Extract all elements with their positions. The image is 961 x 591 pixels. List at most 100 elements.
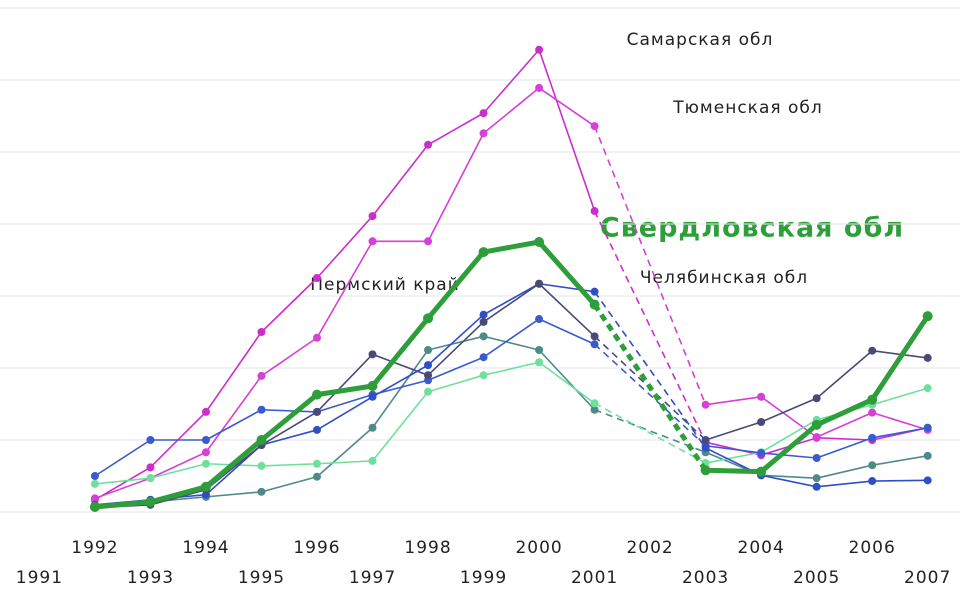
point: [313, 459, 322, 468]
point: [201, 448, 210, 457]
point: [923, 423, 932, 432]
line: [94, 282, 595, 506]
point: [89, 501, 100, 512]
point: [479, 317, 488, 326]
point: [201, 407, 210, 416]
point: [201, 459, 210, 468]
point: [479, 371, 488, 380]
point: [812, 394, 821, 403]
point: [757, 392, 766, 401]
x-tick-label: 1999: [460, 568, 507, 588]
point: [90, 494, 99, 503]
point: [200, 481, 211, 492]
point: [479, 109, 488, 118]
gap-bridge: [592, 303, 708, 472]
point: [701, 436, 710, 444]
point: [424, 140, 433, 149]
point: [90, 479, 99, 488]
annotation: Свердловская обл: [600, 213, 904, 244]
point: [257, 328, 266, 336]
point: [535, 346, 544, 354]
x-tick-label: 2007: [904, 568, 951, 588]
annotation: Самарская обл: [627, 30, 774, 50]
x-tick-label: 1994: [182, 538, 229, 558]
x-tick-label: 1998: [404, 538, 451, 558]
point: [256, 435, 267, 445]
point: [756, 466, 767, 477]
point: [535, 358, 544, 367]
point: [368, 423, 377, 432]
series: [89, 237, 933, 512]
point: [590, 332, 599, 341]
point: [424, 346, 433, 354]
point: [313, 407, 322, 416]
gap-bridge: [593, 291, 707, 449]
point: [424, 371, 433, 380]
point: [757, 418, 766, 426]
line: [94, 335, 596, 509]
series: [90, 315, 932, 480]
line: [94, 87, 596, 500]
point: [590, 287, 599, 296]
point: [923, 353, 932, 362]
point: [145, 496, 156, 507]
point: [868, 408, 877, 417]
point: [923, 476, 932, 485]
line: [94, 318, 595, 477]
point: [478, 247, 489, 258]
x-tick-label: 2005: [793, 568, 840, 588]
point: [146, 474, 155, 483]
point: [424, 361, 433, 370]
x-tick-label: 1997: [349, 568, 396, 588]
point: [313, 274, 322, 282]
point: [535, 45, 544, 54]
point: [479, 353, 488, 362]
line: [705, 426, 928, 459]
point: [922, 311, 933, 322]
lines: [89, 45, 933, 512]
annotation: Челябинская обл: [640, 268, 808, 288]
x-tick-label: 1993: [127, 568, 174, 588]
x-tick-label: 2002: [626, 538, 673, 558]
point: [368, 237, 377, 246]
point: [923, 384, 932, 393]
point: [590, 122, 599, 131]
point: [812, 474, 821, 483]
line: [94, 361, 596, 485]
gap-bridge: [593, 125, 707, 406]
point: [590, 340, 599, 349]
point: [313, 472, 322, 481]
point: [589, 299, 600, 310]
point: [535, 279, 544, 288]
x-tick-label: 2001: [571, 568, 618, 588]
point: [257, 371, 266, 380]
point: [868, 346, 877, 355]
line: [705, 314, 930, 475]
x-tick-label: 1996: [293, 538, 340, 558]
point: [479, 332, 488, 341]
point: [812, 482, 821, 491]
x-tick-label: 1992: [71, 538, 118, 558]
point: [146, 436, 155, 444]
point: [423, 313, 434, 324]
point: [368, 350, 377, 359]
point: [313, 333, 322, 342]
point: [146, 463, 155, 472]
line: [94, 239, 597, 510]
point: [257, 405, 266, 414]
point: [590, 405, 599, 414]
point: [312, 389, 323, 400]
point: [590, 207, 599, 216]
x-tick-label: 1991: [16, 568, 63, 588]
point: [424, 237, 433, 246]
point: [757, 448, 766, 457]
point: [479, 310, 488, 319]
series: [90, 358, 932, 488]
point: [590, 399, 599, 408]
point: [257, 487, 266, 496]
point: [534, 237, 545, 247]
point: [368, 212, 377, 221]
point: [812, 454, 821, 462]
